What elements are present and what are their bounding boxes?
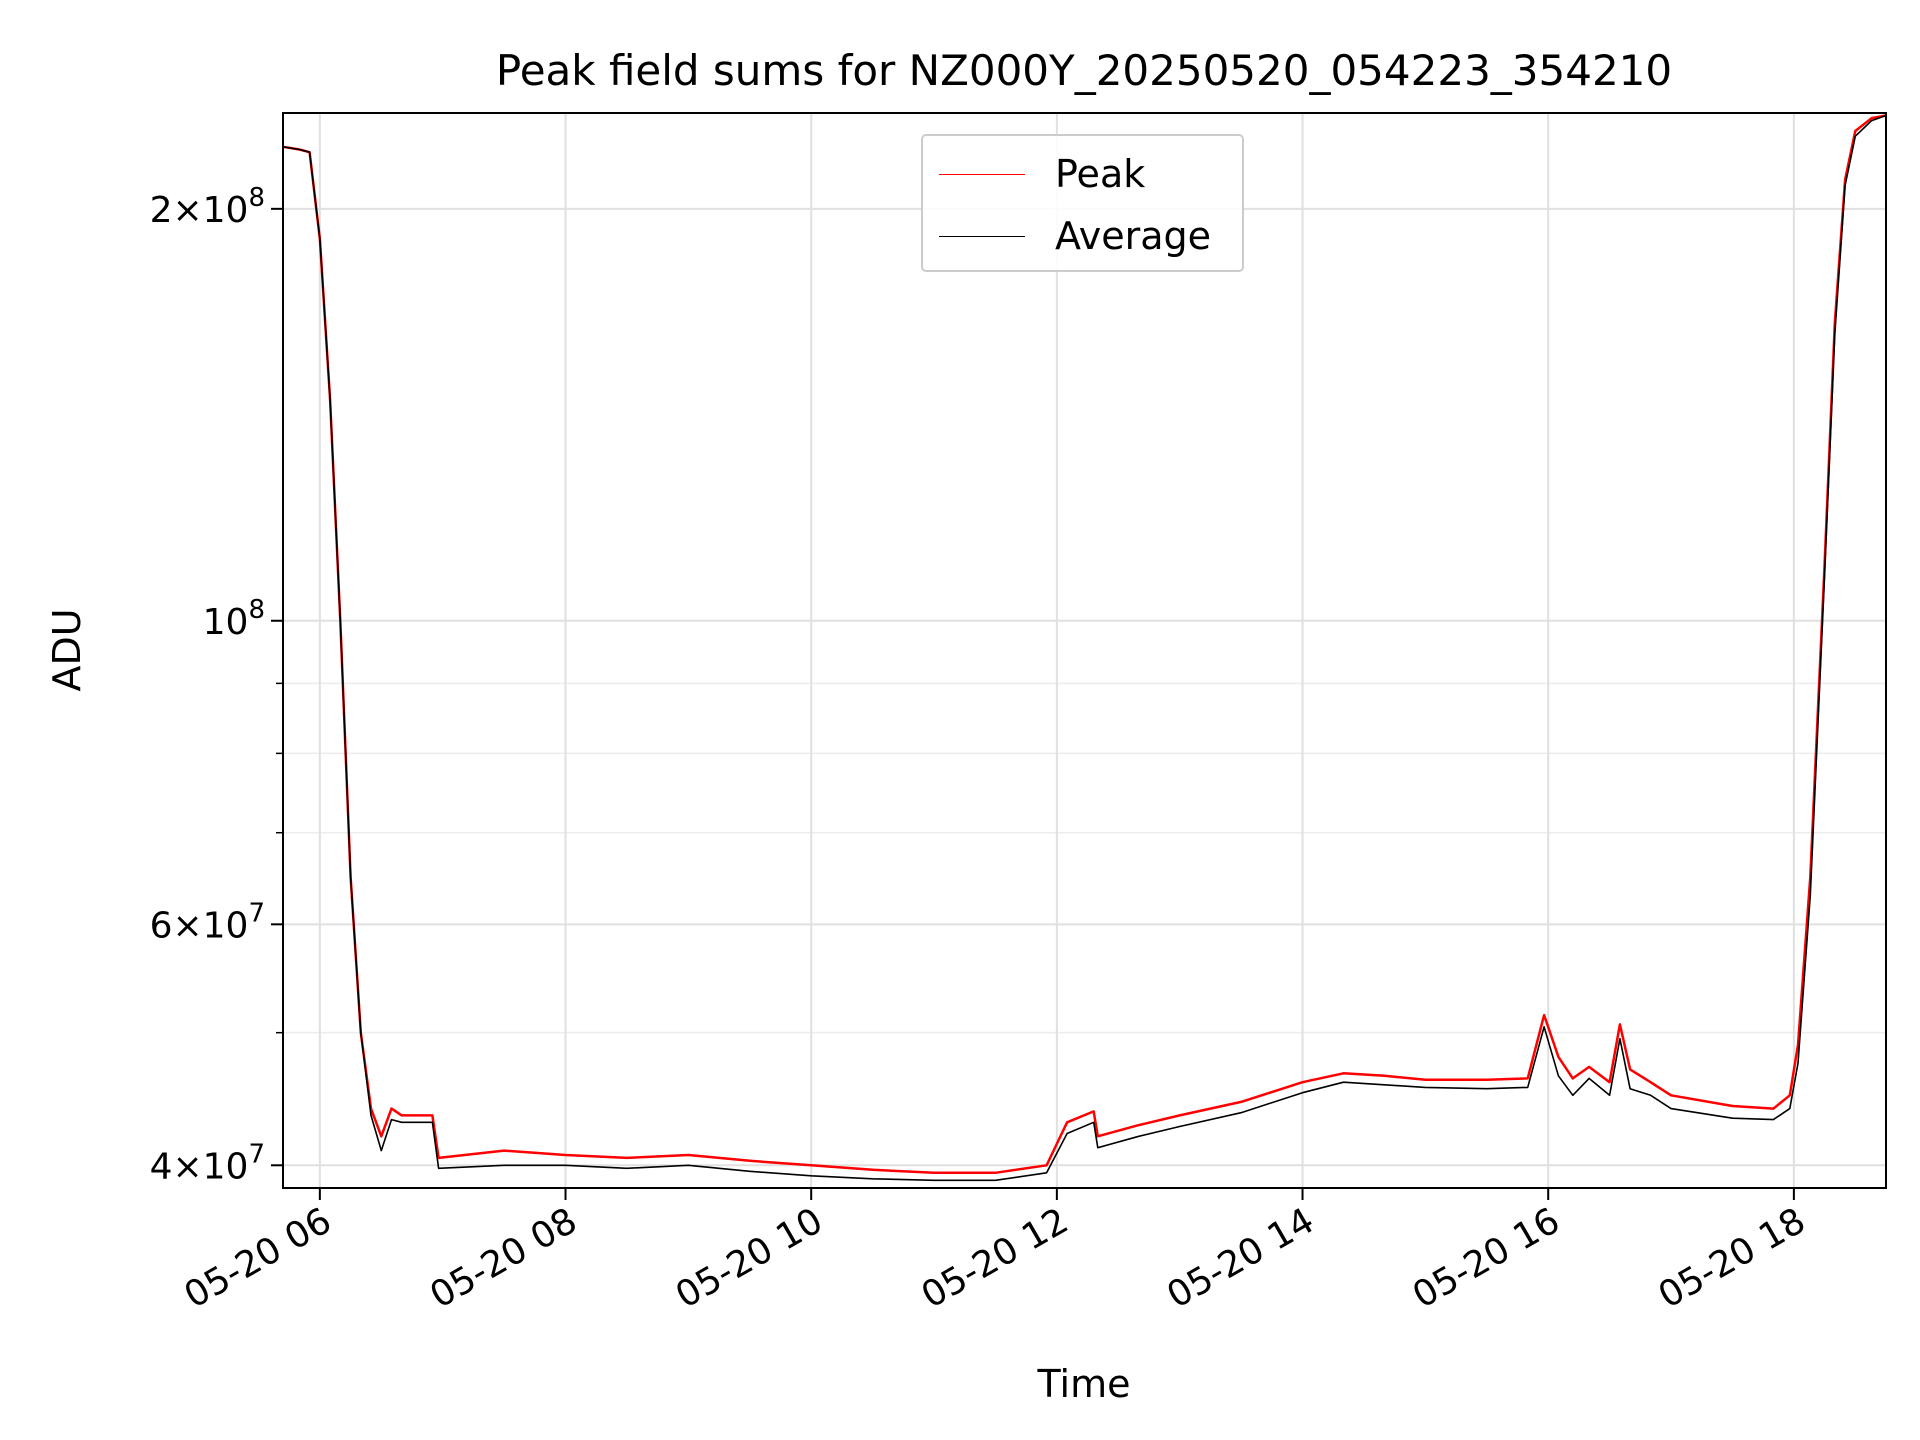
legend-item-average: Average [939,214,1212,258]
x-axis-label: Time [1037,1362,1131,1406]
y-tick-label: 108 [203,595,265,643]
x-tick-label: 05-20 10 [669,1200,830,1316]
legend-swatch-peak [939,173,1025,175]
y-tick-label: 6×107 [150,898,265,946]
x-tick-label: 05-20 14 [1160,1200,1321,1316]
legend-label-average: Average [1055,214,1212,258]
legend-item-peak: Peak [939,152,1146,196]
legend: Peak Average [921,134,1244,272]
y-tick-label: 4×107 [150,1139,265,1187]
x-tick-label: 05-20 16 [1406,1200,1567,1316]
y-tick-label: 2×108 [150,183,265,231]
x-tick-label: 05-20 12 [915,1200,1076,1316]
series-line-peak [282,114,1887,1175]
x-tick-label: 05-20 18 [1652,1200,1813,1316]
plot-area-frame [282,112,1887,1189]
chart-title: Peak field sums for NZ000Y_20250520_0542… [496,46,1672,95]
series-line-average [282,114,1887,1182]
x-tick-label: 05-20 08 [423,1200,584,1316]
grid-lines [283,113,1886,1188]
legend-swatch-average [939,235,1025,237]
series-lines [282,114,1887,1182]
y-axis-label: ADU [45,608,89,691]
x-tick-label: 05-20 06 [178,1200,339,1316]
axis-ticks: 4×107 6×107 108 2×108 05-20 06 05-20 08 05-20 … [150,183,1813,1317]
legend-label-peak: Peak [1055,152,1146,196]
